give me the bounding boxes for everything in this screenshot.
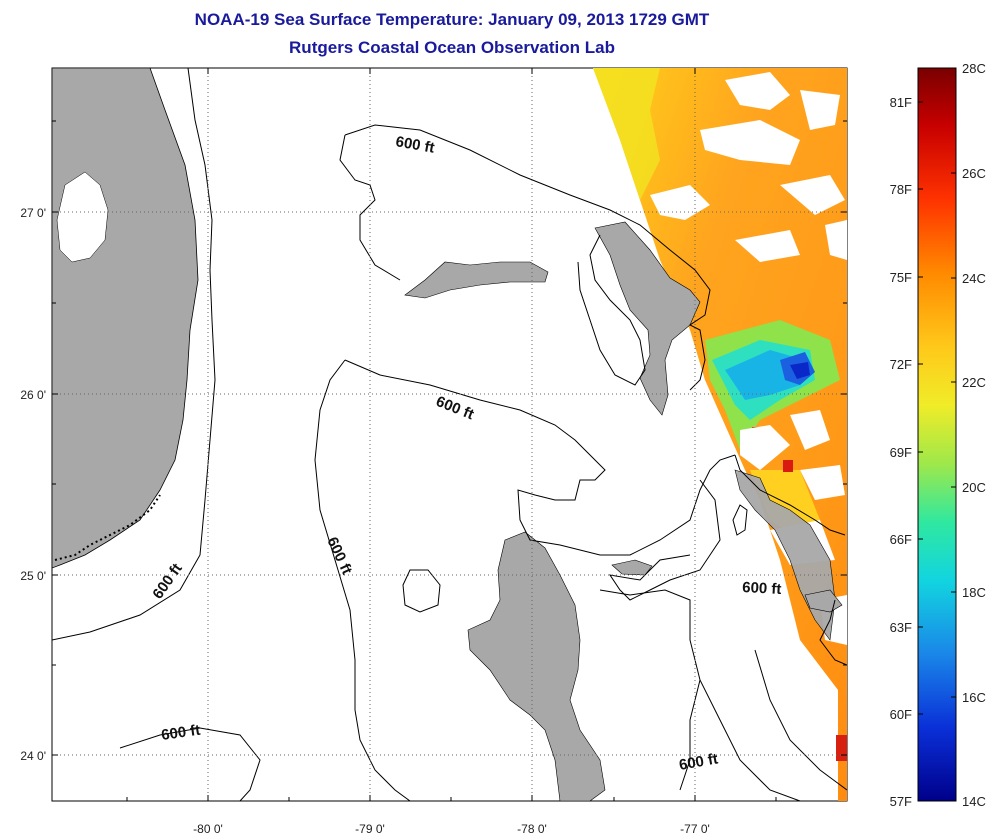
colorbar-f-label: 75F [890,270,912,285]
bahama-banks-land [404,221,843,801]
colorbar-c-label: 20C [962,480,986,495]
contour-label: 600 ft [678,750,720,774]
colorbar-f-label: 66F [890,532,912,547]
colorbar-c-label: 18C [962,585,986,600]
colorbar-c-label: 28C [962,61,986,76]
y-tick-label: 25 0' [20,569,46,583]
contour-label: 600 ft [742,579,782,598]
contour-label: 600 ft [160,722,201,744]
colorbar-f-label: 69F [890,445,912,460]
temperature-colorbar: 81F 78F 75F 72F 69F 66F 63F 60F 57F 28C … [890,61,986,809]
colorbar-c-label: 26C [962,166,986,181]
colorbar-c-label: 16C [962,690,986,705]
colorbar-c-label: 24C [962,271,986,286]
x-tick-label: -80 0' [193,822,223,836]
x-tick-label: -78 0' [517,822,547,836]
colorbar-f-label: 57F [890,794,912,809]
map-title: NOAA-19 Sea Surface Temperature: January… [194,10,710,29]
colorbar-gradient [917,67,957,802]
bathymetry-contours [52,68,847,801]
y-tick-label: 26 0' [20,388,46,402]
x-axis-labels: -80 0' -79 0' -78 0' -77 0' [193,822,710,836]
x-tick-label: -79 0' [355,822,385,836]
florida-land [52,68,199,569]
y-tick-label: 27 0' [20,206,46,220]
colorbar-f-label: 78F [890,182,912,197]
colorbar-c-label: 14C [962,794,986,809]
graticule [52,68,847,801]
y-axis-labels: 27 0' 26 0' 25 0' 24 0' [20,206,46,763]
y-tick-label: 24 0' [20,749,46,763]
map-subtitle: Rutgers Coastal Ocean Observation Lab [289,38,615,57]
colorbar-f-label: 63F [890,620,912,635]
frame-ticks [52,68,847,801]
x-tick-label: -77 0' [680,822,710,836]
colorbar-f-label: 72F [890,357,912,372]
colorbar-c-label: 22C [962,375,986,390]
colorbar-f-label: 81F [890,95,912,110]
contour-label: 600 ft [394,133,436,157]
colorbar-f-label: 60F [890,707,912,722]
